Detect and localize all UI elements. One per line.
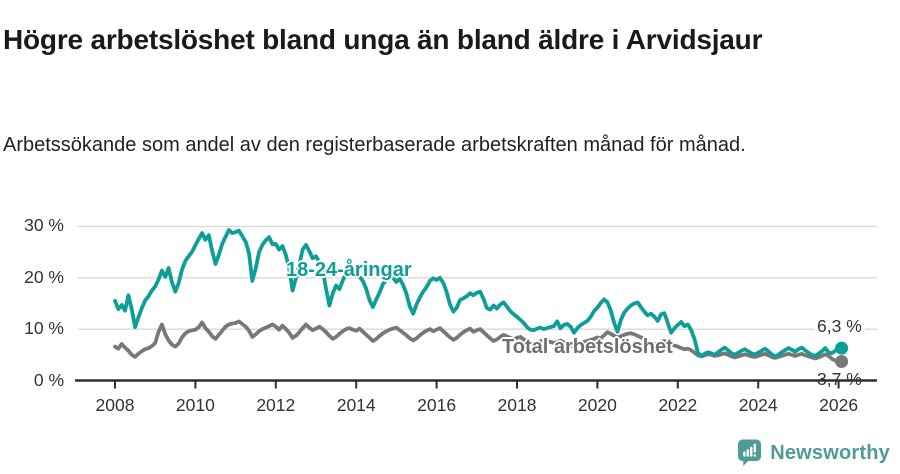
y-axis-tick-label: 20 % [24, 266, 64, 287]
newsworthy-credit[interactable]: Newsworthy [737, 439, 890, 467]
end-value-label-young: 6,3 % [814, 316, 865, 337]
x-axis-tick-label: 2018 [497, 395, 537, 415]
x-axis-tick-label: 2020 [577, 395, 617, 415]
x-axis-tick-label: 2016 [417, 395, 457, 415]
x-axis-tick-label: 2022 [658, 395, 698, 415]
chart-subtitle: Arbetssökande som andel av den registerb… [3, 134, 746, 156]
newsworthy-brand-text: Newsworthy [770, 441, 890, 464]
newsworthy-logo-icon [738, 439, 762, 466]
x-axis-tick-label: 2026 [819, 395, 859, 415]
chart-title: Högre arbetslöshet bland unga än bland ä… [3, 23, 763, 55]
series-label-young: 18-24-åringar [286, 259, 412, 281]
y-axis-tick-label: 0 % [33, 369, 64, 390]
series-label-total: Total arbetslöshet [502, 336, 673, 358]
x-axis-tick-label: 2024 [738, 395, 778, 415]
bar-chart-glyph [743, 451, 746, 457]
exclamation-glyph [753, 443, 757, 453]
x-axis-tick-label: 2010 [175, 395, 215, 415]
y-axis-tick-label: 30 % [24, 215, 64, 236]
end-value-label-total: 3,7 % [817, 369, 862, 389]
y-axis-tick-label: 10 % [24, 318, 64, 339]
x-axis-tick-label: 2008 [95, 395, 135, 415]
x-axis-tick-label: 2012 [256, 395, 296, 415]
x-axis-tick-label: 2014 [336, 395, 376, 415]
